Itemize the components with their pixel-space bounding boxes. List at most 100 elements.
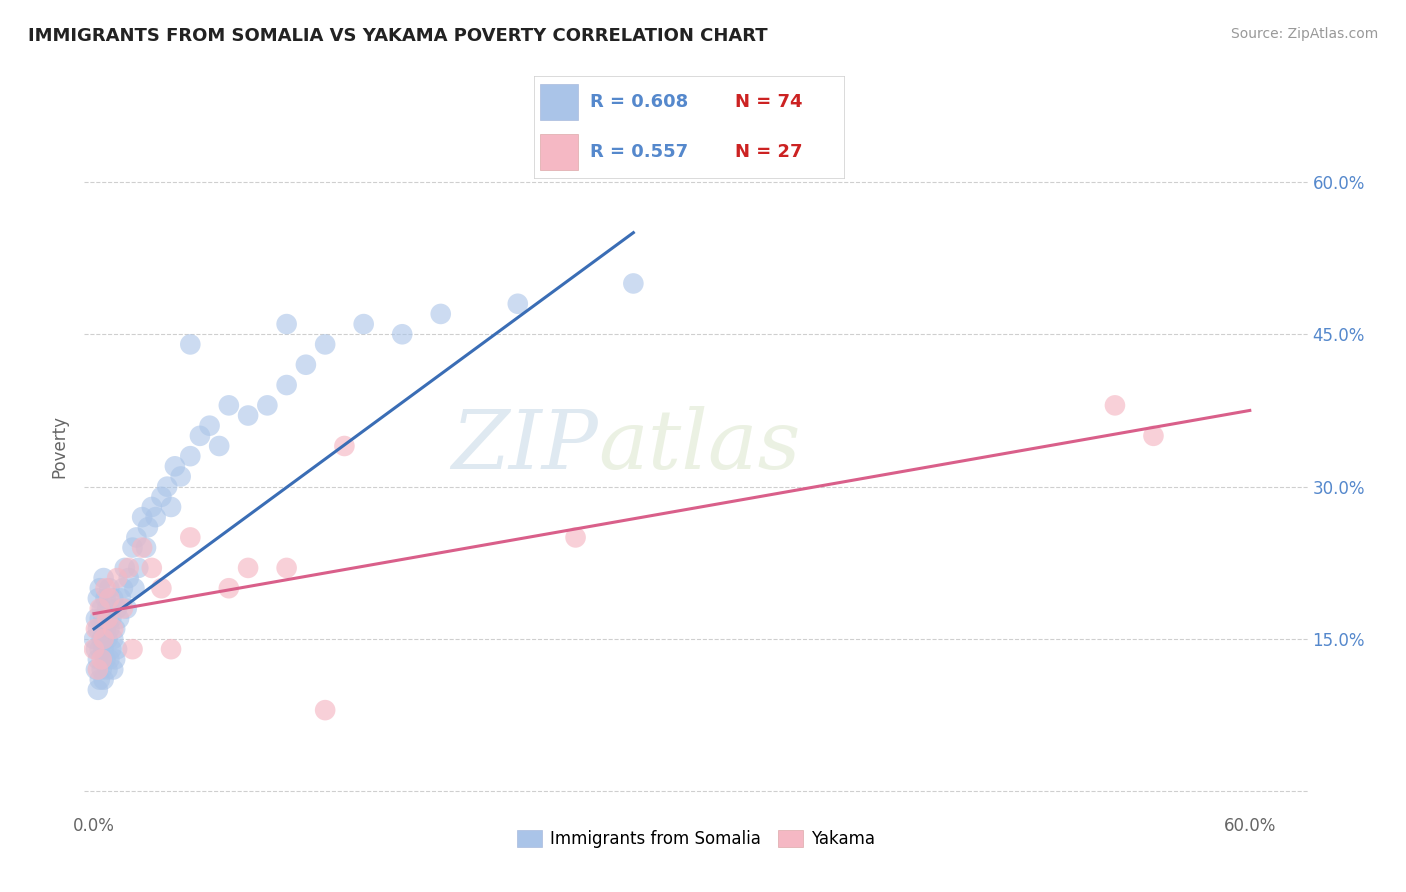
Point <box>429 307 451 321</box>
Point <box>96 601 118 615</box>
Point <box>89 581 111 595</box>
Point <box>256 398 278 412</box>
Point <box>160 642 183 657</box>
Point <box>93 612 115 626</box>
Point <box>90 601 112 615</box>
Point <box>115 601 138 615</box>
Point <box>124 581 146 595</box>
Point <box>125 530 148 544</box>
Point <box>93 642 115 657</box>
Point <box>295 358 318 372</box>
Point <box>96 632 118 646</box>
Point <box>93 571 115 585</box>
Point <box>94 591 117 606</box>
Point <box>93 673 115 687</box>
Point <box>170 469 193 483</box>
Point <box>83 642 105 657</box>
Point <box>1142 429 1164 443</box>
Point <box>111 601 134 615</box>
Point <box>218 581 240 595</box>
Text: Source: ZipAtlas.com: Source: ZipAtlas.com <box>1230 27 1378 41</box>
Point <box>100 612 122 626</box>
Point <box>96 663 118 677</box>
Point <box>150 490 173 504</box>
Point <box>145 510 167 524</box>
Point <box>179 449 201 463</box>
Point <box>103 632 125 646</box>
Point <box>87 663 110 677</box>
Point <box>105 601 128 615</box>
Point <box>333 439 356 453</box>
Point <box>103 622 125 636</box>
Point <box>127 561 149 575</box>
Point <box>564 530 586 544</box>
Point <box>179 337 201 351</box>
Point <box>276 378 298 392</box>
Point <box>314 703 336 717</box>
Point <box>118 571 141 585</box>
Text: R = 0.608: R = 0.608 <box>591 93 688 111</box>
Point <box>98 622 121 636</box>
Point <box>96 612 118 626</box>
Point <box>83 632 105 646</box>
FancyBboxPatch shape <box>540 135 578 170</box>
Point <box>156 480 179 494</box>
Point <box>94 581 117 595</box>
Legend: Immigrants from Somalia, Yakama: Immigrants from Somalia, Yakama <box>510 823 882 855</box>
Point <box>87 652 110 666</box>
Point <box>236 561 259 575</box>
Point <box>90 632 112 646</box>
Point <box>131 541 153 555</box>
Point <box>89 642 111 657</box>
Point <box>84 612 107 626</box>
Text: R = 0.557: R = 0.557 <box>591 144 688 161</box>
Point <box>108 612 131 626</box>
Point <box>98 652 121 666</box>
Point <box>111 581 134 595</box>
Point <box>160 500 183 514</box>
Point <box>87 682 110 697</box>
Point <box>163 459 186 474</box>
FancyBboxPatch shape <box>540 84 578 120</box>
Point <box>98 591 121 606</box>
Point <box>118 561 141 575</box>
Point <box>89 673 111 687</box>
Point <box>141 500 163 514</box>
Point <box>94 652 117 666</box>
Point <box>621 277 644 291</box>
Text: atlas: atlas <box>598 406 800 486</box>
Text: N = 27: N = 27 <box>735 144 803 161</box>
Point <box>103 663 125 677</box>
Point <box>391 327 413 342</box>
Point <box>98 581 121 595</box>
Point <box>506 297 529 311</box>
Point <box>89 601 111 615</box>
Point <box>314 337 336 351</box>
Point <box>105 642 128 657</box>
Point <box>90 652 112 666</box>
Point <box>94 622 117 636</box>
Point <box>90 663 112 677</box>
Text: IMMIGRANTS FROM SOMALIA VS YAKAMA POVERTY CORRELATION CHART: IMMIGRANTS FROM SOMALIA VS YAKAMA POVERT… <box>28 27 768 45</box>
Point <box>87 591 110 606</box>
Point <box>84 622 107 636</box>
Point <box>179 530 201 544</box>
Text: ZIP: ZIP <box>451 406 598 486</box>
Point <box>276 561 298 575</box>
Point <box>103 591 125 606</box>
Point <box>141 561 163 575</box>
Point <box>84 642 107 657</box>
Point <box>150 581 173 595</box>
Point <box>104 652 127 666</box>
Point <box>198 418 221 433</box>
Point <box>121 642 143 657</box>
Point <box>1104 398 1126 412</box>
Point <box>353 317 375 331</box>
Point <box>218 398 240 412</box>
Point <box>236 409 259 423</box>
Y-axis label: Poverty: Poverty <box>51 415 69 477</box>
Point <box>84 663 107 677</box>
Point <box>104 622 127 636</box>
Point <box>114 561 136 575</box>
Point <box>87 622 110 636</box>
